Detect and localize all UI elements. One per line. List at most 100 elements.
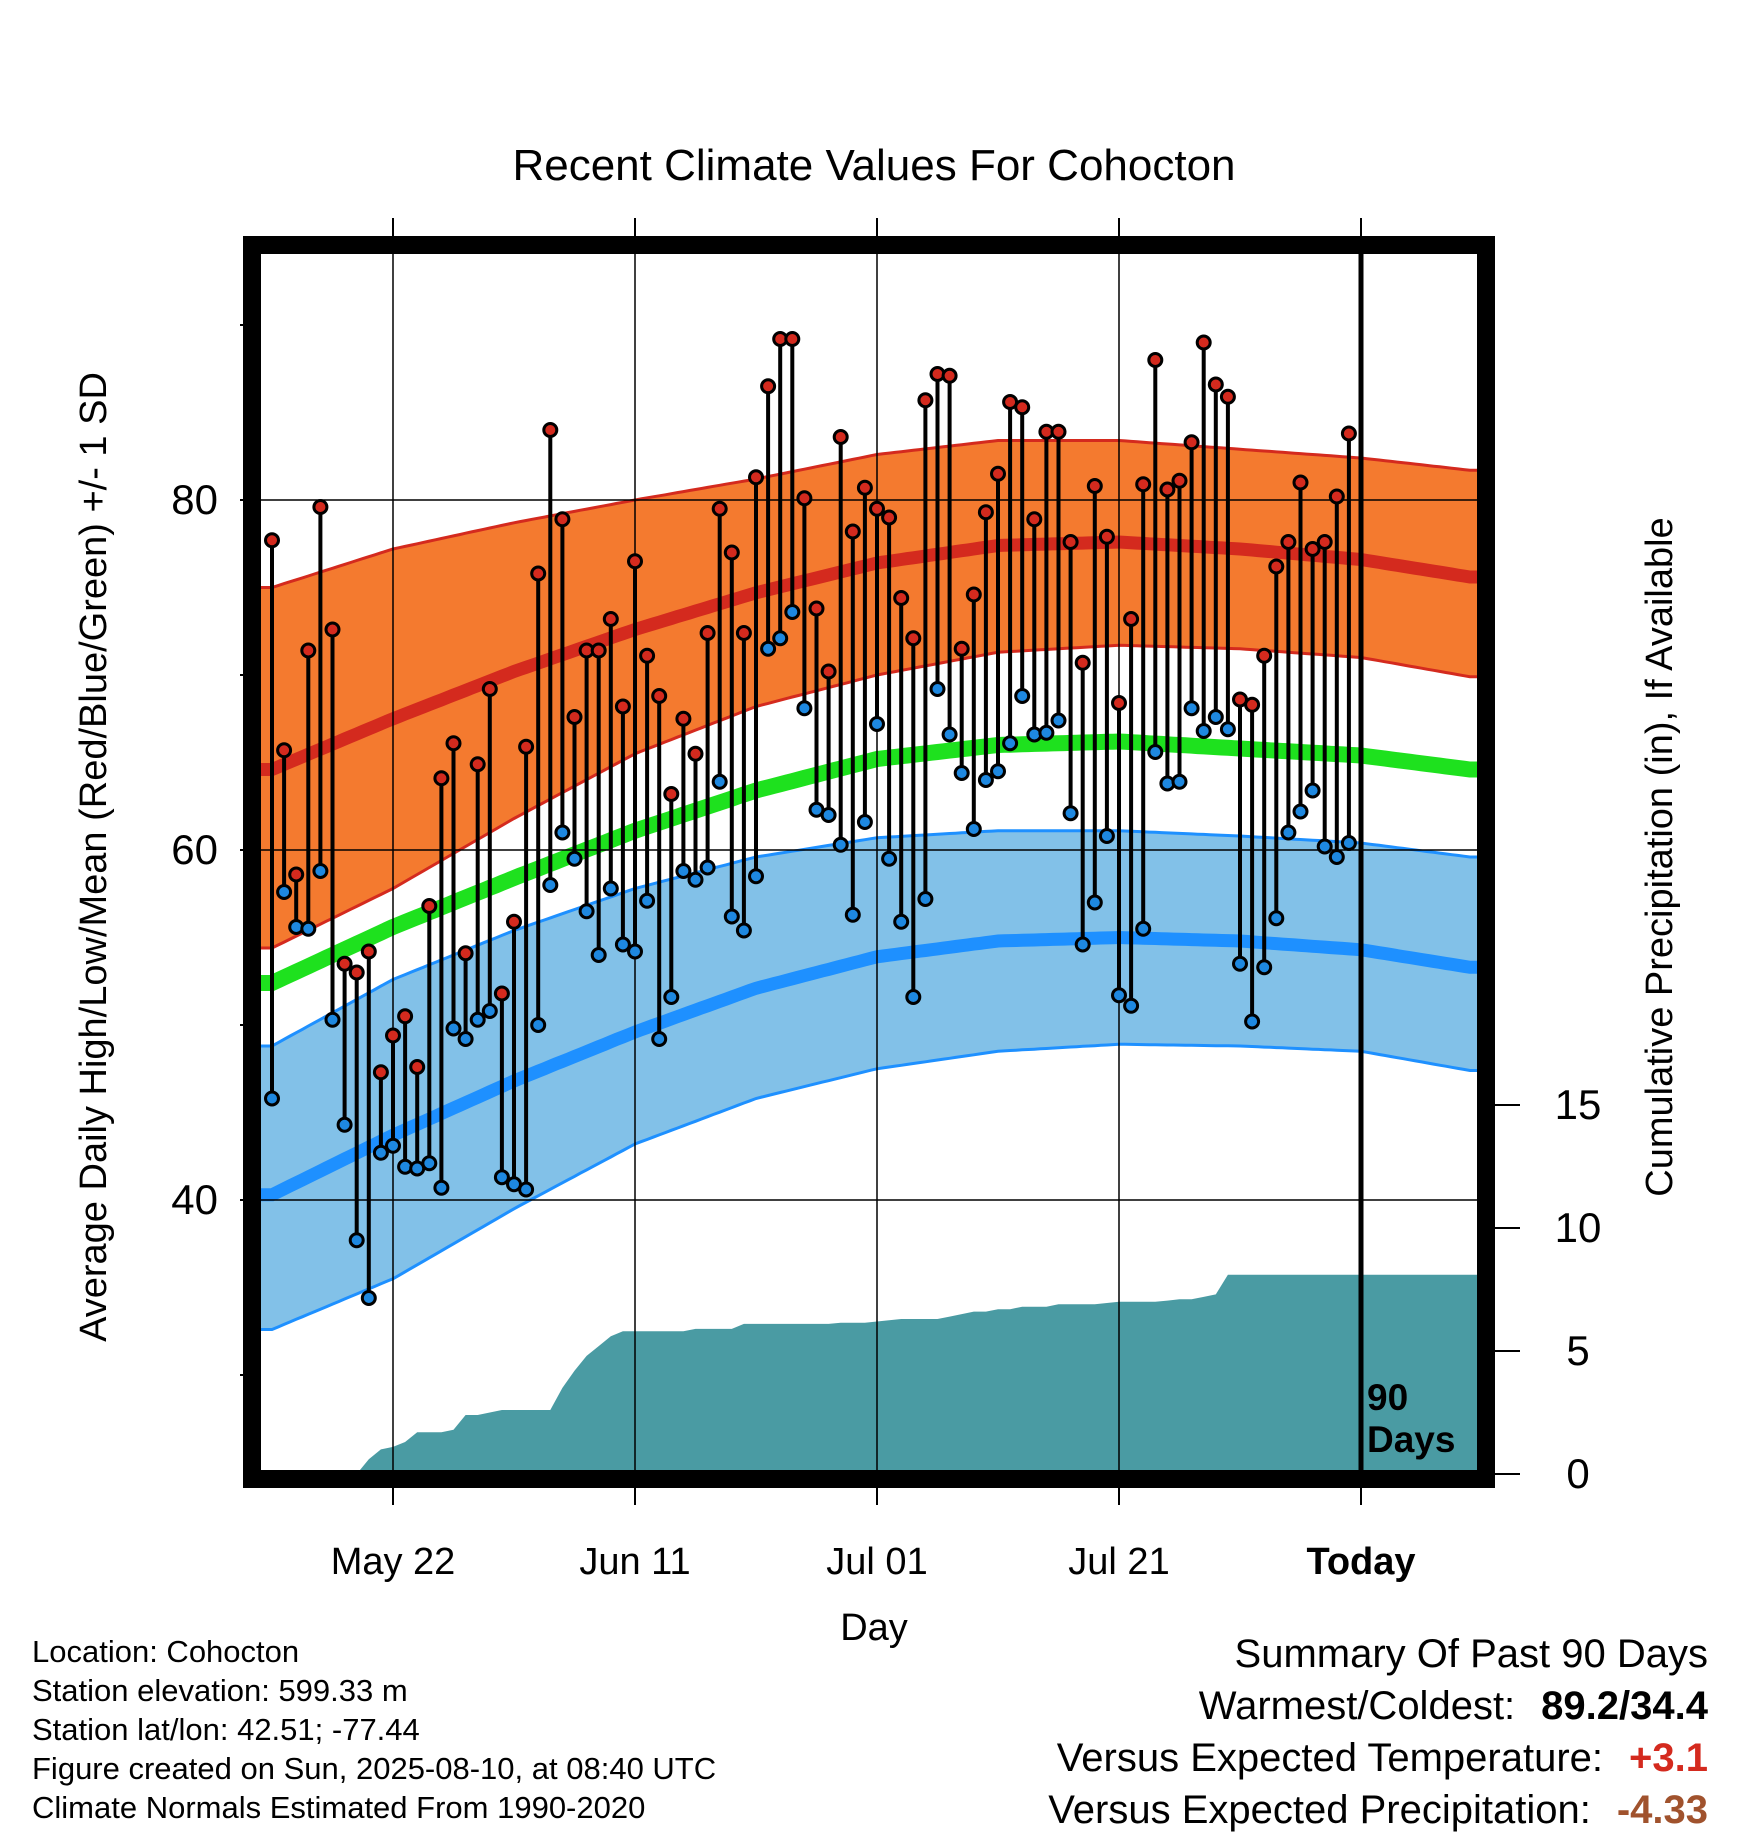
daily-low-point: [1292, 803, 1309, 820]
daily-high-point: [264, 532, 280, 549]
warm-cold-label: Warmest/Coldest:: [1198, 1684, 1516, 1728]
daily-low-point: [518, 1181, 535, 1198]
daily-low-point: [663, 989, 680, 1005]
daily-low-point: [832, 836, 849, 853]
y-tick-label: 80: [171, 476, 218, 523]
elevation-text: Station elevation: 599.33 m: [32, 1673, 408, 1708]
daily-low-point: [312, 863, 329, 879]
daily-low-point: [554, 824, 571, 841]
daily-high-point: [965, 586, 982, 603]
daily-high-point: [385, 1027, 401, 1044]
daily-high-point: [554, 511, 571, 528]
daily-high-point: [421, 898, 438, 914]
daily-low-point: [433, 1179, 450, 1196]
daily-high-point: [977, 504, 994, 521]
daily-high-point: [917, 392, 934, 409]
daily-low-point: [1244, 1013, 1261, 1030]
daily-low-point: [675, 863, 692, 879]
daily-high-point: [675, 710, 692, 727]
daily-low-point: [493, 1169, 510, 1186]
daily-high-point: [288, 866, 305, 883]
daily-low-point: [1304, 782, 1321, 799]
daily-high-point: [506, 913, 522, 930]
daily-low-point: [578, 903, 595, 920]
daily-low-point: [614, 936, 631, 953]
daily-high-point: [518, 738, 535, 755]
daily-low-point: [1316, 838, 1333, 855]
y2-tick-label: 10: [1555, 1204, 1602, 1251]
daily-low-point: [1183, 700, 1200, 717]
x-tick-label: Today: [1306, 1541, 1415, 1583]
daily-low-point: [469, 1011, 486, 1028]
daily-low-point: [1111, 987, 1127, 1004]
daily-high-point: [1195, 334, 1212, 351]
y2-tick-label: 0: [1566, 1450, 1589, 1497]
daily-low-point: [481, 1003, 498, 1019]
x-tick-label: Jun 11: [579, 1541, 690, 1583]
daily-high-point: [300, 642, 317, 659]
daily-high-point: [869, 500, 885, 517]
daily-low-point: [372, 1144, 389, 1161]
daily-high-point: [1074, 654, 1091, 671]
daily-low-point: [881, 850, 898, 867]
daily-low-point: [784, 604, 801, 620]
x-tick-label: May 22: [331, 1541, 456, 1583]
daily-low-point: [627, 943, 643, 960]
daily-high-point: [1268, 558, 1285, 575]
daily-high-point: [409, 1059, 426, 1075]
daily-low-point: [748, 868, 764, 885]
daily-high-point: [1147, 352, 1164, 368]
y2-axis-label: Cumulative Precipitation (in), If Availa…: [1639, 517, 1681, 1196]
daily-low-point: [348, 1232, 365, 1249]
daily-high-point: [590, 642, 607, 659]
daily-high-point: [832, 429, 849, 445]
daily-high-point: [493, 985, 510, 1002]
daily-high-point: [844, 523, 861, 540]
temp-departure-row: Versus Expected Temperature: +3.1: [1048, 1732, 1708, 1784]
daily-high-point: [953, 640, 970, 657]
daily-low-point: [602, 880, 619, 897]
plot-frame: [243, 236, 1495, 1488]
daily-low-point: [1268, 910, 1285, 927]
daily-high-point: [735, 625, 752, 641]
precip-departure-label: Versus Expected Precipitation:: [1048, 1788, 1591, 1832]
daily-low-point: [445, 1020, 462, 1037]
daily-high-point: [602, 611, 619, 627]
today-label-number: 90: [1367, 1377, 1408, 1418]
daily-high-point: [1328, 488, 1345, 505]
daily-high-point: [893, 590, 910, 606]
daily-high-point: [1171, 472, 1188, 489]
daily-low-point: [941, 726, 958, 743]
daily-high-point: [699, 625, 716, 641]
daily-high-point: [397, 1008, 414, 1025]
daily-high-point: [941, 367, 958, 384]
daily-high-point: [1098, 528, 1115, 545]
daily-low-point: [264, 1090, 280, 1107]
daily-low-point: [711, 773, 728, 790]
daily-low-point: [905, 989, 922, 1005]
daily-low-point: [1256, 959, 1273, 976]
daily-low-point: [1171, 773, 1188, 790]
daily-low-point: [869, 716, 885, 732]
daily-low-point: [457, 1031, 474, 1047]
daily-low-point: [542, 877, 559, 893]
daily-high-point: [530, 565, 547, 582]
daily-high-point: [1183, 434, 1200, 451]
daily-low-point: [651, 1031, 668, 1047]
daily-low-point: [953, 765, 970, 781]
x-tick-label: Jul 01: [826, 1541, 927, 1583]
daily-high-point: [723, 544, 740, 561]
low-mean-line: [254, 930, 1482, 1202]
daily-high-point: [457, 945, 474, 962]
daily-low-point: [1328, 849, 1345, 865]
daily-high-point: [687, 745, 704, 762]
daily-high-point: [639, 647, 656, 664]
daily-low-point: [760, 640, 777, 657]
daily-low-point: [929, 681, 946, 697]
daily-high-point: [481, 681, 498, 697]
latlon-text: Station lat/lon: 42.51; -77.44: [32, 1712, 420, 1747]
daily-low-point: [360, 1290, 377, 1306]
daily-low-point: [1123, 997, 1140, 1014]
daily-high-point: [1123, 611, 1140, 627]
